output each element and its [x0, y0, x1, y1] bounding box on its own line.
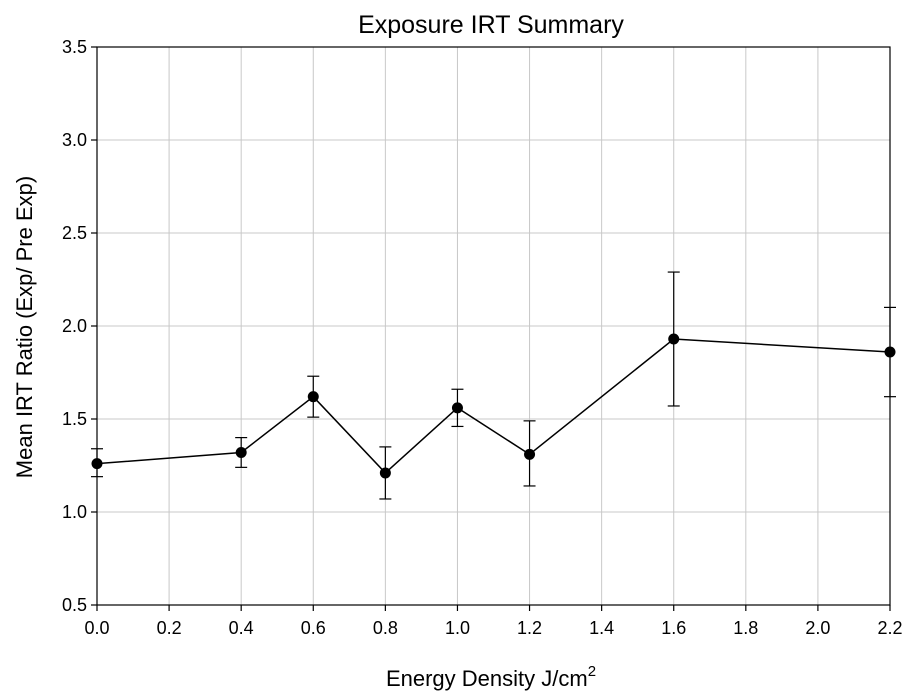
x-tick-label: 1.8 [733, 618, 758, 638]
y-tick-label: 2.5 [62, 223, 87, 243]
data-point [451, 402, 463, 414]
x-tick-label: 0.8 [373, 618, 398, 638]
x-tick-label: 0.6 [301, 618, 326, 638]
data-point [668, 333, 680, 345]
x-tick-label: 1.4 [589, 618, 614, 638]
grid-layer [96, 46, 891, 606]
y-tick-label: 2.0 [62, 316, 87, 336]
x-tick-label: 0.2 [157, 618, 182, 638]
data-point [91, 458, 103, 470]
y-tick-label: 1.5 [62, 409, 87, 429]
x-tick-label: 0.0 [84, 618, 109, 638]
y-axis-title: Mean IRT Ratio (Exp/ Pre Exp) [12, 176, 37, 478]
chart-title: Exposure IRT Summary [358, 11, 624, 39]
data-point [379, 467, 391, 479]
y-tick-label: 1.0 [62, 502, 87, 522]
x-tick-label: 2.0 [805, 618, 830, 638]
x-tick-label: 1.0 [445, 618, 470, 638]
x-tick-label: 1.2 [517, 618, 542, 638]
x-tick-labels: 0.0 0.2 0.4 0.6 0.8 1.0 1.2 1.4 1.6 1.8 2.0 2.2 [84, 618, 902, 638]
data-point [307, 391, 319, 403]
x-axis-title-superscript: 2 [588, 663, 596, 680]
y-tick-label: 0.5 [62, 595, 87, 615]
y-tick-label: 3.5 [62, 37, 87, 57]
data-point [235, 446, 247, 458]
x-tick-label: 1.6 [661, 618, 686, 638]
x-tick-label: 0.4 [229, 618, 254, 638]
series-line [96, 338, 891, 474]
y-tick-labels: 0.5 1.0 1.5 2.0 2.5 3.0 3.5 [62, 37, 87, 615]
x-tick-label: 2.2 [877, 618, 902, 638]
x-axis-title: Energy Density J/cm2 [386, 663, 596, 691]
x-axis-title-text: Energy Density J/cm [386, 666, 588, 691]
tick-layer [91, 46, 891, 611]
error-bars [91, 271, 896, 500]
data-point [524, 448, 536, 460]
data-points [91, 333, 896, 479]
y-tick-label: 3.0 [62, 130, 87, 150]
data-point [884, 346, 896, 358]
